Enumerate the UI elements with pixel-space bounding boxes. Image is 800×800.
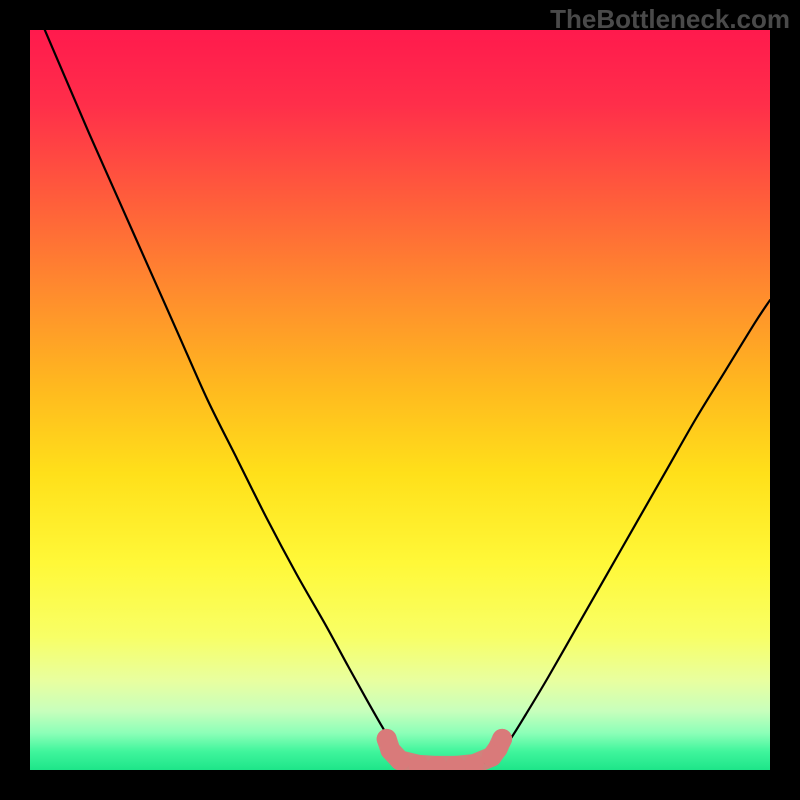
watermark-text: TheBottleneck.com [550,4,790,35]
gradient-background [30,30,770,770]
highlight-marker [390,750,410,770]
chart-plot-area [30,30,770,770]
highlight-marker [492,729,512,749]
